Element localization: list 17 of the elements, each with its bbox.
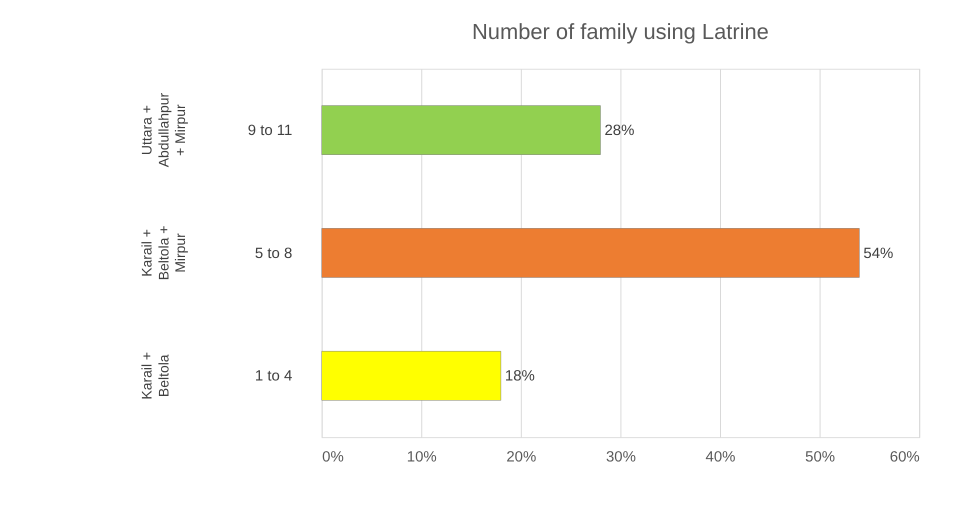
text: Uttara + Abdullahpur + Mirpur (138, 92, 188, 168)
x-tick-label: 30% (606, 448, 636, 466)
data-label: 28% (604, 122, 634, 140)
x-tick-label: 10% (406, 448, 437, 466)
x-tick-label: 20% (506, 448, 536, 466)
y-tick-label: 1 to 4 (254, 368, 292, 385)
y-tick-label: 9 to 11 (248, 122, 292, 140)
chart-title: Number of family using Latrine (472, 18, 769, 44)
data-label: 54% (863, 244, 894, 262)
x-tick-label: 50% (805, 448, 836, 466)
data-label: 18% (504, 368, 535, 385)
y-tick-label: 5 to 8 (254, 244, 292, 262)
x-tick-label: 60% (890, 448, 920, 466)
text: Karail + Beltola + Mirpur (138, 226, 188, 280)
x-tick-label: 40% (706, 448, 736, 466)
text: Karail + Beltola (138, 352, 172, 400)
x-tick-label: 0% (322, 448, 344, 466)
